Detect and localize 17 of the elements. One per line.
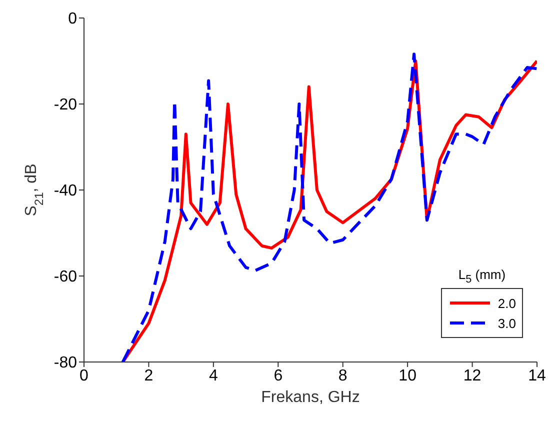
y-tick-label: 0	[68, 10, 78, 28]
legend-label: 2.0	[498, 296, 516, 310]
y-tick-label: -20	[54, 96, 78, 114]
x-tick-label: 14	[528, 367, 546, 384]
y-tick-label: -60	[54, 268, 78, 286]
x-axis-title: Frekans, GHz	[261, 389, 360, 406]
x-tick-label: 0	[80, 367, 89, 384]
x-tick-label: 4	[208, 367, 218, 384]
x-tick-label: 6	[274, 367, 283, 384]
x-tick-label: 2	[144, 367, 154, 384]
legend-title: L$_{5}$ (mm)	[457, 267, 507, 286]
x-tick-label: 12	[463, 367, 482, 384]
y-tick-label: -40	[54, 182, 78, 200]
x-tick-label: 8	[338, 367, 348, 384]
x-tick-label: 10	[398, 367, 417, 384]
legend-label: 3.0	[498, 316, 516, 330]
y-tick-label: -80	[54, 354, 78, 372]
